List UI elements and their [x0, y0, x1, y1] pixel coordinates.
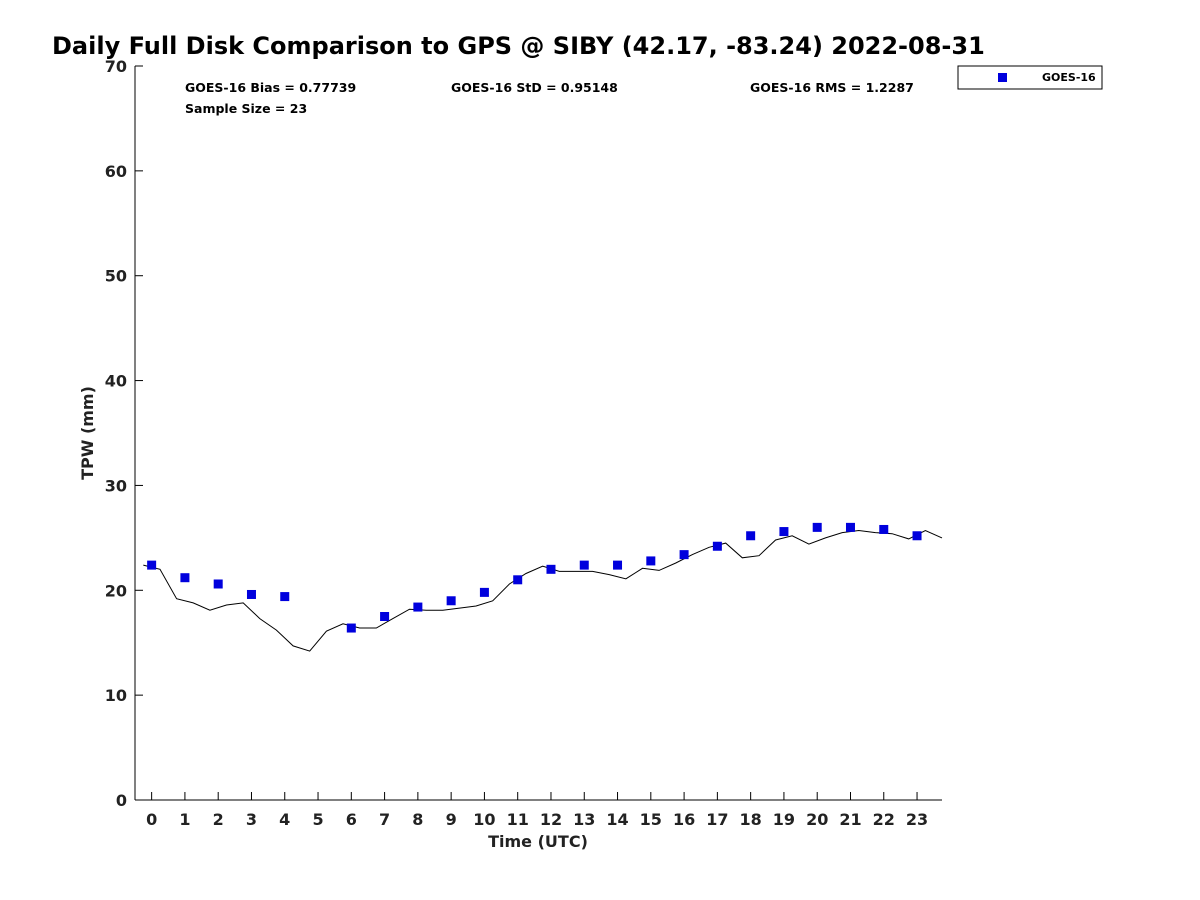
y-tick-label: 0: [116, 791, 127, 810]
goes16-point: [679, 550, 689, 560]
x-tick-label: 22: [873, 810, 895, 829]
x-tick-label: 4: [279, 810, 290, 829]
gps-line: [143, 529, 943, 652]
x-tick-label: 11: [507, 810, 529, 829]
goes16-points: [147, 522, 922, 633]
stat-sample-size: Sample Size = 23: [185, 101, 307, 116]
goes16-point: [180, 573, 190, 583]
x-tick-label: 21: [839, 810, 861, 829]
x-tick-label: 17: [706, 810, 728, 829]
legend-label: GOES-16: [1042, 71, 1096, 84]
legend-box: [957, 65, 1103, 90]
goes16-point: [280, 592, 290, 602]
x-tick-label: 0: [146, 810, 157, 829]
y-ticks: 0 10 20 30 40 50 60 70: [105, 57, 143, 810]
goes16-point: [779, 527, 789, 537]
x-tick-label: 10: [473, 810, 495, 829]
goes16-point: [646, 556, 656, 566]
x-tick-label: 18: [740, 810, 762, 829]
x-tick-label: 19: [773, 810, 795, 829]
x-tick-label: 13: [573, 810, 595, 829]
x-tick-label: 2: [213, 810, 224, 829]
goes16-point: [845, 522, 855, 532]
y-tick-label: 70: [105, 57, 127, 76]
y-tick-label: 60: [105, 162, 127, 181]
y-tick-label: 20: [105, 581, 127, 600]
x-tick-label: 6: [346, 810, 357, 829]
x-tick-label: 15: [640, 810, 662, 829]
legend: GOES-16: [957, 65, 1103, 90]
x-axis-label: Time (UTC): [488, 832, 588, 851]
goes16-point: [446, 596, 456, 606]
stat-bias: GOES-16 Bias = 0.77739: [185, 80, 356, 95]
x-tick-label: 5: [312, 810, 323, 829]
goes16-point: [147, 560, 157, 570]
x-tick-label: 3: [246, 810, 257, 829]
goes16-point: [380, 612, 390, 621]
stat-rms: GOES-16 RMS = 1.2287: [750, 80, 914, 95]
x-tick-label: 20: [806, 810, 828, 829]
chart-title: Daily Full Disk Comparison to GPS @ SIBY…: [52, 32, 985, 60]
goes16-point: [513, 575, 523, 585]
x-tick-label: 23: [906, 810, 928, 829]
goes16-point: [879, 524, 889, 534]
y-tick-label: 50: [105, 267, 127, 286]
goes16-point: [546, 564, 556, 574]
goes16-point: [213, 579, 223, 589]
goes16-point: [579, 560, 589, 570]
x-ticks: 0 1 2 3 4 5 6 7 8 9 10 11 12 13 14 15 16 17 18 19 20 21 22 23: [146, 792, 928, 829]
x-tick-label: 12: [540, 810, 562, 829]
gps-line-layer: [143, 529, 943, 652]
y-axis-label: TPW (mm): [78, 386, 97, 480]
goes16-point: [912, 531, 922, 541]
goes16-point: [413, 602, 423, 612]
x-tick-label: 8: [412, 810, 423, 829]
goes16-point: [613, 560, 623, 570]
y-tick-label: 10: [105, 686, 127, 705]
goes16-point: [246, 589, 256, 599]
x-tick-label: 14: [606, 810, 628, 829]
goes16-point: [746, 531, 756, 541]
x-tick-label: 16: [673, 810, 695, 829]
x-tick-label: 1: [179, 810, 190, 829]
goes16-point: [479, 587, 489, 597]
y-tick-label: 30: [105, 476, 127, 495]
goes16-point: [812, 522, 822, 532]
goes16-point: [346, 623, 356, 633]
x-tick-label: 7: [379, 810, 390, 829]
goes16-point: [712, 541, 722, 551]
legend-marker: [998, 73, 1007, 82]
y-tick-label: 40: [105, 372, 127, 391]
stat-std: GOES-16 StD = 0.95148: [451, 80, 618, 95]
x-tick-label: 9: [446, 810, 457, 829]
